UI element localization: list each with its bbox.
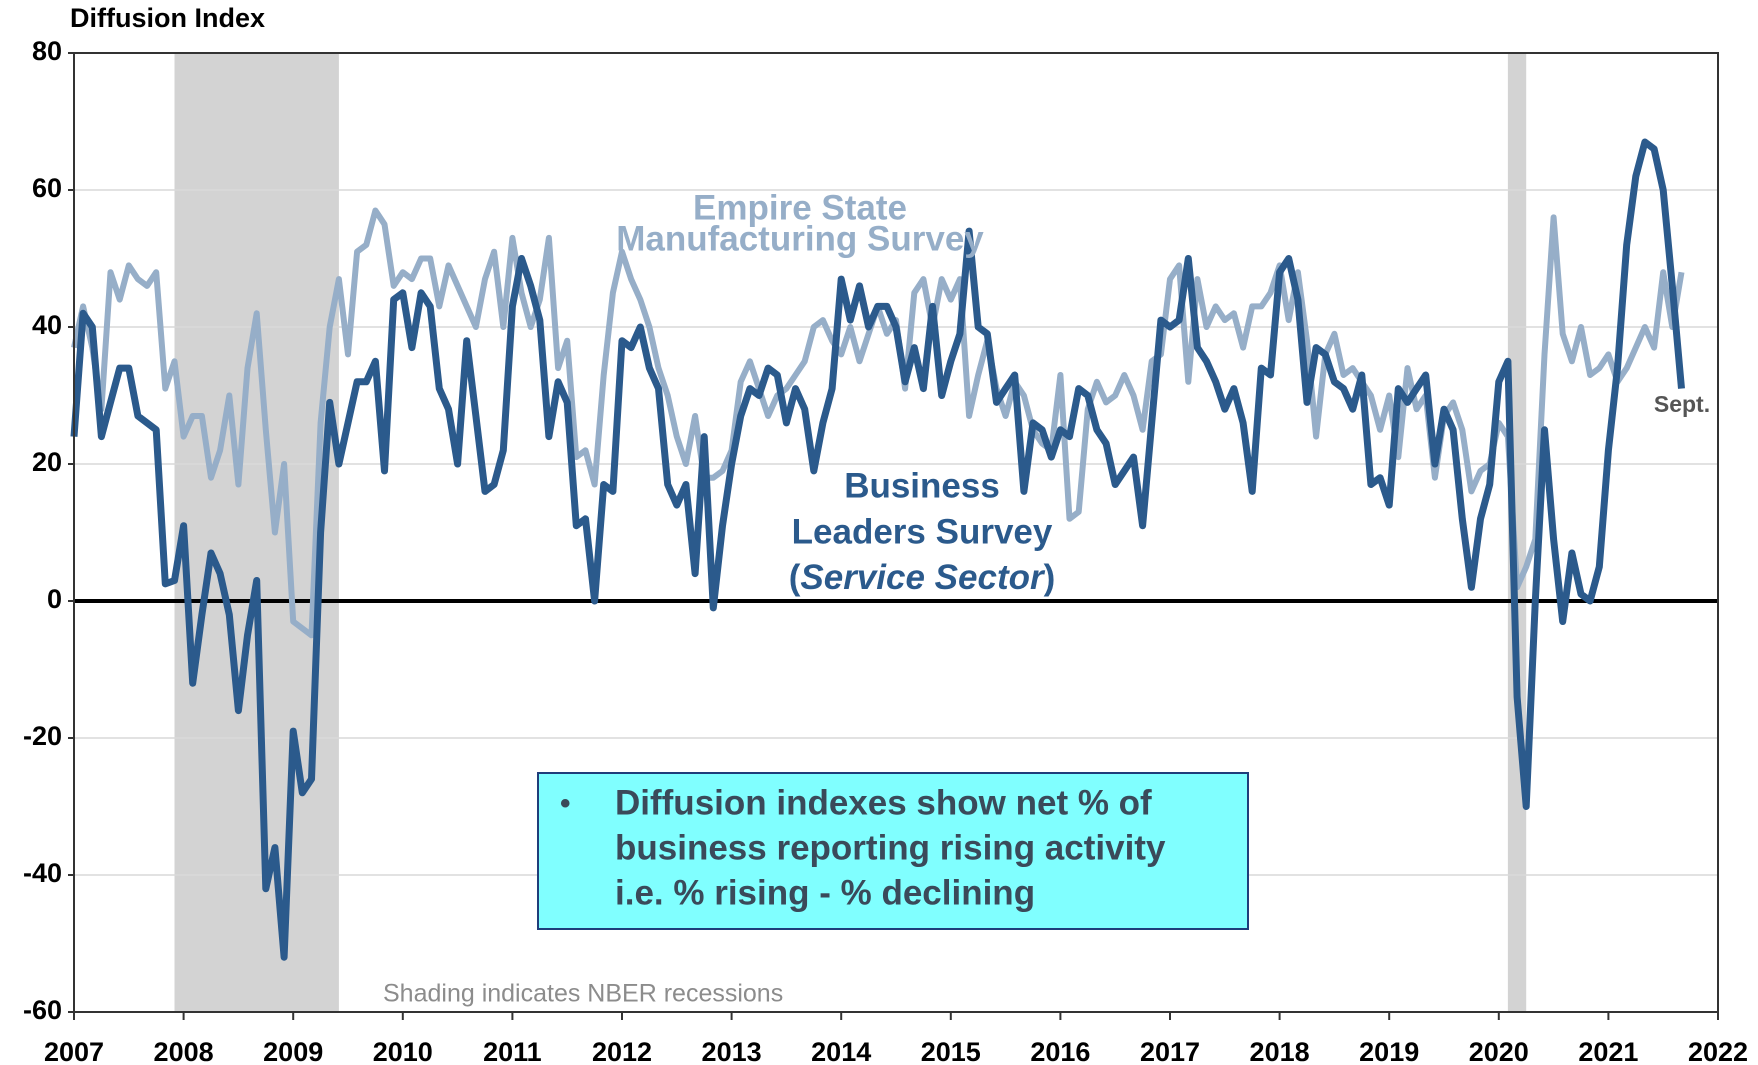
x-tick-label: 2014 bbox=[811, 1037, 871, 1065]
y-tick-label: 20 bbox=[32, 447, 62, 477]
x-tick-label: 2007 bbox=[44, 1037, 104, 1065]
y-tick-label: -40 bbox=[23, 858, 62, 888]
y-tick-label: -60 bbox=[23, 995, 62, 1025]
info-box bbox=[537, 772, 1249, 930]
plot-frame bbox=[73, 52, 1719, 1013]
paren: ) bbox=[1044, 558, 1056, 597]
x-tick-label: 2011 bbox=[483, 1037, 542, 1065]
x-tick-label: 2013 bbox=[702, 1037, 762, 1065]
recession-layer bbox=[174, 53, 1527, 1012]
x-tick-label: 2018 bbox=[1250, 1037, 1310, 1065]
x-tick-label: 2012 bbox=[592, 1037, 652, 1065]
box-line: Diffusion indexes show net % of bbox=[615, 783, 1152, 822]
x-tick-label: 2009 bbox=[263, 1037, 323, 1065]
note: Shading indicates NBER recessions bbox=[383, 980, 783, 1008]
x-tick-label: 2021 bbox=[1578, 1037, 1638, 1065]
paren: ( bbox=[789, 558, 801, 597]
label-layer: -60 -40 -20 0 20 40 60 80 2007 2008 2009 2010 2011 20… bbox=[23, 36, 1748, 1065]
recession-band bbox=[174, 53, 339, 1012]
y-axis-label: Diffusion Index bbox=[70, 3, 265, 33]
x-tick-label: 2017 bbox=[1140, 1037, 1200, 1065]
x-tick-label: 2020 bbox=[1469, 1037, 1529, 1065]
business-label: Business bbox=[844, 466, 1000, 505]
x-tick-label: 2010 bbox=[373, 1037, 433, 1065]
y-tick-label: 0 bbox=[47, 584, 62, 614]
box-line: business reporting rising activity bbox=[615, 828, 1166, 867]
empire-label: Manufacturing Survey bbox=[616, 219, 984, 258]
series-line bbox=[70, 138, 1685, 961]
business-label: Leaders Survey bbox=[792, 512, 1053, 551]
y-tick-label: 60 bbox=[32, 173, 62, 203]
box-line: i.e. % rising - % declining bbox=[615, 873, 1035, 912]
y-tick-label: -20 bbox=[23, 721, 62, 751]
x-tick-label: 2022 bbox=[1688, 1037, 1748, 1065]
x-tick-label: 2015 bbox=[921, 1037, 981, 1065]
business-label: (Service Sector) bbox=[789, 558, 1056, 597]
y-tick-label: 40 bbox=[32, 310, 62, 340]
empire-label: Empire State bbox=[693, 188, 907, 227]
end-label: Sept. bbox=[1654, 391, 1710, 417]
x-tick-label: 2019 bbox=[1359, 1037, 1419, 1065]
sector: Service Sector bbox=[800, 558, 1046, 597]
bullet: • bbox=[560, 787, 571, 820]
line-layer bbox=[70, 138, 1685, 961]
x-tick-label: 2016 bbox=[1030, 1037, 1090, 1065]
x-tick-label: 2008 bbox=[154, 1037, 214, 1065]
y-tick-label: 80 bbox=[32, 36, 62, 66]
